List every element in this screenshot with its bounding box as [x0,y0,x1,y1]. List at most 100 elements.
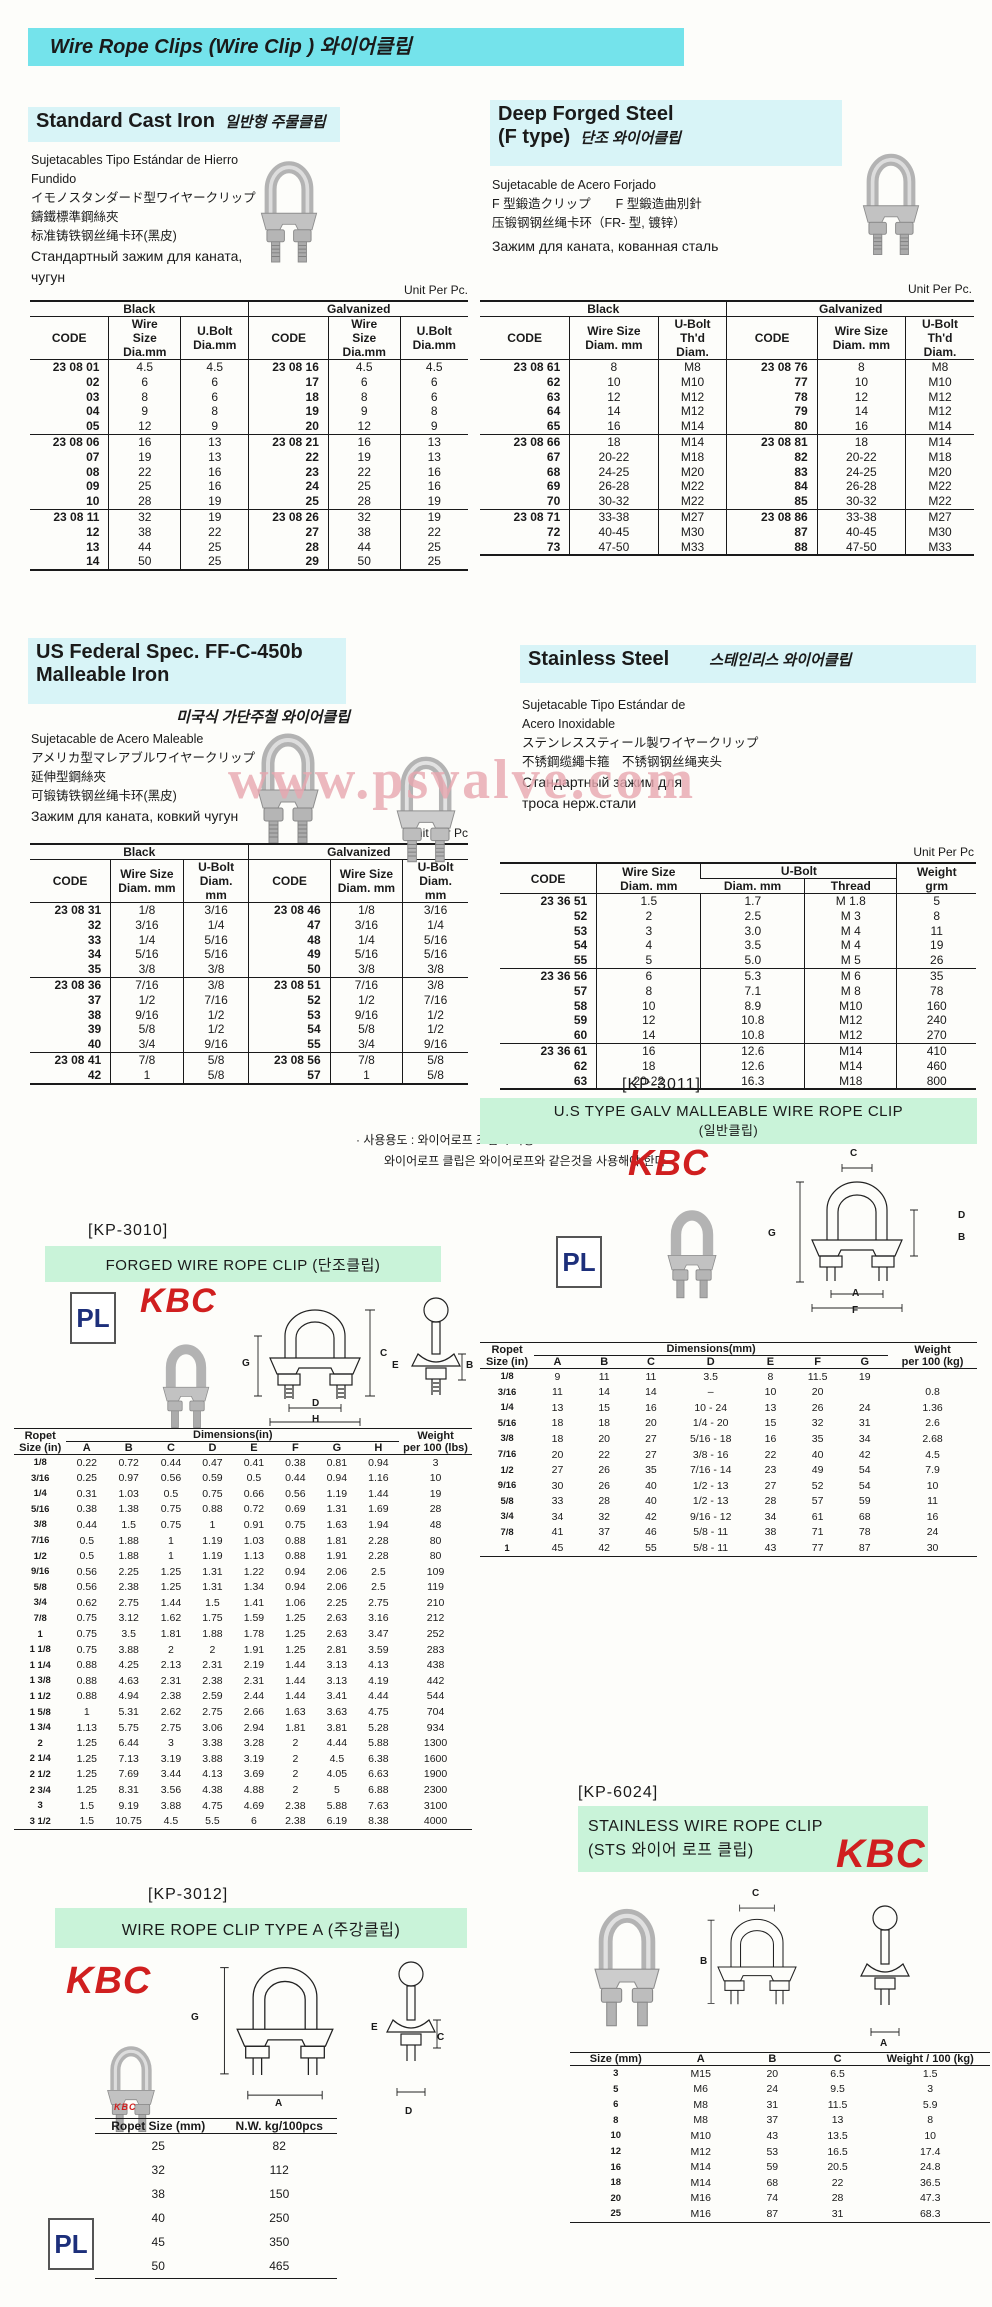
cell: 20-22 [596,1073,701,1090]
cell: 252 [426,1628,445,1641]
table-row: 9/16 0.56 2.25 1.25 1.31 1.22 0.94 2.06 2.5 109 [14,1564,472,1580]
cell: 7/8 [500,1526,514,1538]
cell: 4.38 [202,1784,223,1797]
cell: 9 [108,404,181,420]
cell: 3.28 [243,1737,265,1750]
cell: 6.19 [326,1815,348,1828]
cell: 2.5 [371,1565,386,1578]
cell: 54 [248,1022,331,1038]
cell: 1 1/4 [29,1659,51,1671]
cell: 11 [896,923,976,939]
wire-clip-image [667,1210,717,1299]
table-row: 2 1.25 6.44 3 3.38 3.28 2 4.44 5.88 1300 [14,1736,472,1752]
cell: 5 [896,893,976,909]
cell: 9 [399,419,468,435]
cell: 47 [248,917,331,933]
cell: 24.8 [919,2161,941,2174]
cell: 1/4 [110,932,184,948]
cell: 23 08 86 [726,508,818,525]
col-code: CODE [726,316,818,360]
kp3012-label: [KP-3012] [148,1886,229,1903]
cell: 6.63 [368,1768,389,1781]
col-weight: Weight / 100 (kg) [870,2052,990,2066]
cell: 18 [551,1417,564,1430]
table-row: 62 10 M10 77 10 M10 [480,374,974,390]
cell: 2.28 [368,1534,389,1547]
cell: 63 [546,389,561,404]
cell: 1.25 [76,1784,97,1797]
dim-label: C [850,1148,858,1159]
table-row: 5 M6 24 9.5 3 [570,2082,990,2098]
group-black: Black [30,301,249,317]
cell: 50 [108,554,181,571]
kbc-logo: KBC [628,1142,709,1183]
table-header: Black Galvanized CODE Wire Size Diam. mm… [480,301,974,360]
cell: M12 [657,389,727,405]
cell: 1.69 [368,1503,389,1516]
table-row: 23 08 41 7/8 5/8 23 08 56 7/8 5/8 [30,1051,468,1068]
cell: 1.03 [118,1487,139,1500]
cell: 34 [551,1510,564,1523]
cell: 7/16 [182,992,249,1008]
cell: 7/16 [329,976,403,993]
cell: 119 [427,1581,444,1594]
cell: 1.36 [922,1401,943,1414]
cell: 3/8 [329,962,403,978]
cell: 32 [327,508,401,525]
cell: 0.44 [285,1472,306,1485]
cell: 7.69 [118,1768,139,1781]
cell: M22 [905,494,974,510]
dim-label: B [466,1360,474,1371]
table-row: 1 3/4 1.13 5.75 2.75 3.06 2.94 1.81 3.81 5.28 934 [14,1720,472,1736]
cell: 47.3 [919,2192,941,2205]
cell: 2.75 [118,1596,139,1609]
cell: 1.44 [285,1674,306,1687]
cell: 8 [327,389,401,405]
table-row: 6 M8 31 11.5 5.9 [570,2097,990,2113]
cell: 23 08 11 [30,508,109,525]
cell: M30 [905,524,974,540]
table-row: 3/8 0.44 1.5 0.75 1 0.91 0.75 1.63 1.94 48 [14,1517,472,1533]
cell: 410 [896,1042,976,1059]
cell: 4.05 [326,1768,348,1781]
cell: 20.5 [827,2161,848,2174]
cell: 5/16 [182,932,249,948]
cell: 5 [596,953,701,969]
cell: 3/8 [33,1519,47,1531]
cell: 20 [645,1417,657,1430]
table-row: 72 40-45 M30 87 40-45 M30 [480,524,974,540]
cell: 3/16 [30,1472,50,1484]
col-rope-size: Ropet Size (mm) [95,2118,222,2134]
cell: 23 [764,1464,777,1477]
dim-label: A [275,2098,283,2109]
dim-label: H [312,1414,320,1425]
cell: 25 [399,554,468,571]
cell: 12 [816,389,906,405]
table-row: 50 465 [95,2254,337,2279]
cell: 20 [610,2192,622,2204]
table-row: 04 9 8 19 9 8 [30,404,468,420]
cell: 2.28 [368,1550,389,1563]
cell: 16 [569,419,659,435]
cell: 4.88 [243,1784,265,1797]
cell: 5/8 [110,1022,184,1038]
cell: M18 [905,449,974,465]
cell: 22 [764,1448,777,1461]
cell: 3 [596,923,701,939]
cell: M 6 [804,967,897,984]
table-row: 2 1/2 1.25 7.69 3.44 4.13 3.69 2 4.05 6.63 1900 [14,1767,472,1783]
cell: 8 [596,983,701,999]
cell: 52 [248,992,331,1008]
cell: 3.88 [118,1643,139,1656]
cell: 38 [327,524,401,540]
cell: 12 [610,2146,622,2158]
cell: 0.56 [160,1472,182,1485]
cell: 3 [168,1737,174,1750]
table-body: 23 08 31 1/8 3/16 23 08 46 1/8 3/16 32 3/16 1/4 4… [30,902,468,1084]
cell: 0.38 [76,1503,97,1516]
cell: 20 [551,1448,564,1461]
cell: 3/16 [402,902,468,918]
desc-line: 可锻铸铁钢丝绳卡环(黑皮) [31,789,177,803]
cell: 22 [108,464,181,480]
cell: 3.19 [160,1752,182,1765]
